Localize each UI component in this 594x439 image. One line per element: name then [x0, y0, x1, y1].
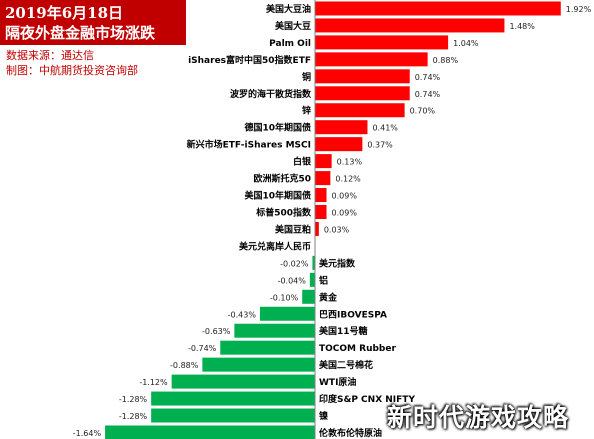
watermark-text: 新时代游戏攻略 — [387, 403, 570, 432]
category-label-8: 新兴市场ETF-iShares MSCI — [187, 139, 311, 151]
bar-1 — [315, 18, 505, 33]
value-label-19: -0.63% — [202, 327, 231, 336]
bar-4 — [315, 69, 410, 84]
value-label-23: -1.28% — [119, 395, 148, 404]
value-label-18: -0.43% — [228, 310, 257, 319]
value-label-12: 0.09% — [332, 209, 358, 218]
value-label-25: -1.64% — [73, 429, 102, 438]
category-label-15: 美元指数 — [319, 257, 356, 269]
bar-8 — [315, 137, 363, 152]
chart-date-title: 2019年6月18日 — [5, 4, 124, 22]
bar-19 — [234, 323, 315, 338]
bar-9 — [315, 154, 332, 169]
value-label-5: 0.74% — [415, 90, 441, 99]
bar-21 — [202, 357, 315, 372]
category-label-3: iShares富时中国50指数ETF — [188, 54, 311, 66]
category-label-23: 印度S&P CNX NIFTY — [319, 393, 415, 405]
category-label-11: 美国10年期国债 — [244, 190, 311, 202]
value-label-7: 0.41% — [372, 124, 398, 133]
category-label-4: 铜 — [302, 71, 311, 83]
category-label-7: 德国10年期国债 — [244, 122, 311, 134]
category-label-25: 伦敦布伦特原油 — [319, 427, 382, 439]
category-label-21: 美国二号棉花 — [319, 359, 373, 371]
value-label-8: 0.37% — [367, 141, 393, 150]
value-label-3: 0.88% — [433, 56, 459, 65]
bar-7 — [315, 120, 368, 135]
bar-24 — [151, 408, 315, 423]
value-label-2: 1.04% — [453, 39, 479, 48]
category-label-14: 美元兑离岸人民币 — [239, 240, 311, 252]
bar-22 — [171, 374, 315, 389]
category-label-6: 锌 — [302, 105, 311, 117]
value-label-15: -0.02% — [280, 259, 309, 268]
category-label-9: 白银 — [293, 156, 312, 168]
bar-20 — [220, 340, 315, 355]
value-label-11: 0.09% — [332, 192, 358, 201]
category-label-12: 标普500指数 — [255, 207, 312, 219]
category-label-16: 铝 — [319, 274, 328, 286]
value-label-4: 0.74% — [415, 73, 441, 82]
bar-13 — [315, 221, 319, 236]
bar-25 — [105, 425, 315, 439]
bar-18 — [259, 306, 315, 321]
bar-23 — [151, 391, 315, 406]
category-label-1: 美国大豆 — [275, 20, 311, 32]
chart-title: 隔夜外盘金融市场涨跌 — [5, 24, 156, 42]
bar-17 — [302, 289, 315, 304]
bar-3 — [315, 52, 428, 67]
category-label-22: WTI原油 — [319, 376, 356, 388]
value-label-13: 0.03% — [324, 225, 350, 234]
category-label-20: TOCOM Rubber — [319, 344, 396, 354]
value-label-22: -1.12% — [139, 378, 168, 387]
title-box: 2019年6月18日 隔夜外盘金融市场涨跌 — [0, 0, 186, 45]
value-label-1: 1.48% — [509, 22, 535, 31]
value-label-17: -0.10% — [270, 293, 299, 302]
bar-10 — [315, 171, 331, 186]
bar-2 — [315, 35, 449, 50]
category-label-10: 欧洲斯托克50 — [253, 173, 311, 185]
value-label-24: -1.28% — [119, 412, 148, 421]
chart-maker: 制图：中航期货投资咨询部 — [6, 64, 138, 77]
bar-15 — [312, 255, 315, 270]
bar-12 — [315, 205, 327, 219]
value-label-6: 0.70% — [410, 107, 436, 116]
category-label-5: 波罗的海干散货指数 — [230, 88, 312, 100]
category-label-18: 巴西IBOVESPA — [319, 309, 387, 320]
value-label-10: 0.12% — [335, 175, 361, 184]
value-label-0: 1.92% — [566, 5, 592, 14]
bar-6 — [315, 103, 405, 118]
value-label-9: 0.13% — [337, 158, 363, 167]
bar-16 — [309, 272, 315, 287]
category-label-13: 美国豆粕 — [275, 223, 311, 235]
category-label-17: 黄金 — [319, 291, 338, 303]
bar-5 — [315, 86, 410, 101]
bar-0 — [315, 1, 561, 16]
value-label-20: -0.74% — [188, 344, 217, 353]
category-label-2: Palm Oil — [269, 39, 311, 49]
value-label-16: -0.04% — [278, 276, 307, 285]
bar-11 — [315, 188, 327, 203]
category-label-0: 美国大豆油 — [266, 3, 311, 15]
data-source: 数据来源：通达信 — [6, 49, 94, 62]
category-label-19: 美国11号糖 — [319, 325, 368, 337]
category-label-24: 镍 — [319, 410, 328, 422]
value-label-21: -0.88% — [170, 361, 199, 370]
